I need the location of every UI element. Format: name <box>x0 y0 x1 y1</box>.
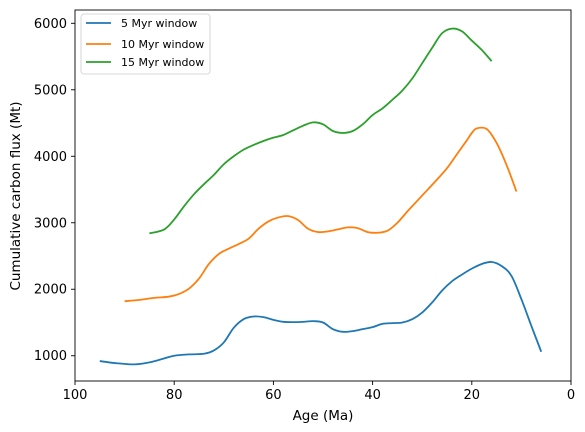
x-axis-ticks: 100 80 60 40 20 0 <box>63 381 575 403</box>
y-tick-label: 3000 <box>34 216 67 231</box>
legend-label-10-myr: 10 Myr window <box>121 38 204 51</box>
y-tick-label: 6000 <box>34 17 67 32</box>
series-line-5-myr <box>99 261 543 366</box>
series-line-10-myr <box>124 126 518 303</box>
x-tick-label: 100 <box>63 388 88 403</box>
legend-label-5-myr: 5 Myr window <box>121 17 197 30</box>
axes-frame <box>74 9 572 382</box>
y-axis-ticks: 1000 2000 3000 4000 5000 6000 <box>34 17 75 364</box>
plot-area-border <box>74 9 572 382</box>
legend-box <box>80 13 211 75</box>
y-axis-label: Cumulative carbon flux (Mt) <box>8 101 24 290</box>
y-tick-label: 4000 <box>34 150 67 165</box>
x-axis-label: Age (Ma) <box>293 408 354 424</box>
y-tick-label: 5000 <box>34 83 67 98</box>
x-tick-label: 20 <box>464 388 481 403</box>
series-line-15-myr <box>149 27 493 235</box>
x-tick-label: 60 <box>265 388 282 403</box>
y-tick-label: 1000 <box>34 349 67 364</box>
x-tick-label: 40 <box>364 388 381 403</box>
series-layer <box>99 27 543 366</box>
x-tick-label: 80 <box>166 388 183 403</box>
y-tick-label: 2000 <box>34 283 67 298</box>
x-tick-label: 0 <box>567 388 575 403</box>
legend: 5 Myr window 10 Myr window 15 Myr window <box>80 13 211 75</box>
legend-label-15-myr: 15 Myr window <box>121 56 204 69</box>
